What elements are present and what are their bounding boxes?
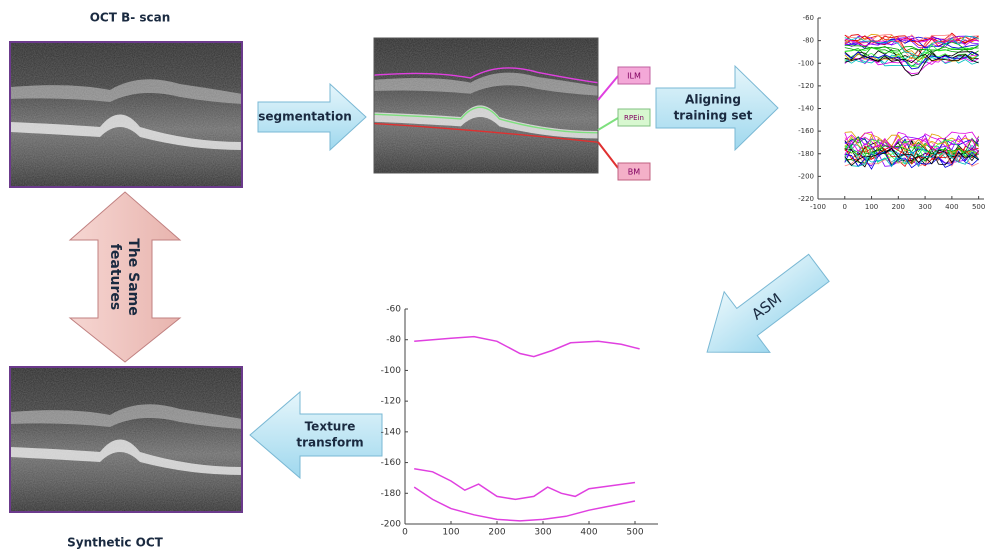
x-tick-label: 200 — [892, 203, 905, 211]
y-tick-label: -220 — [798, 195, 814, 203]
layer-label: BM — [628, 168, 640, 177]
y-tick-label: -160 — [798, 127, 814, 135]
arrow: segmentation — [258, 84, 366, 150]
arrow-label: training set — [674, 109, 753, 123]
oct-image — [10, 367, 242, 512]
y-tick-label: -160 — [381, 458, 402, 468]
x-tick-label: 0 — [402, 528, 408, 538]
y-tick-label: -140 — [798, 105, 814, 113]
x-tick-label: 0 — [843, 203, 847, 211]
title: OCT B- scan — [90, 11, 171, 25]
arrow-label: The Same — [125, 238, 141, 316]
title: Synthetic OCT — [67, 536, 164, 550]
decor-bundles — [845, 33, 979, 169]
arrow: Aligning training set — [656, 66, 778, 150]
arrow-label: transform — [296, 436, 363, 450]
x-tick-label: 100 — [865, 203, 878, 211]
x-tick-label: 400 — [945, 203, 958, 211]
y-tick-label: -100 — [798, 59, 814, 67]
x-tick-label: 200 — [488, 528, 505, 538]
line — [414, 469, 635, 500]
x-tick-label: 300 — [918, 203, 931, 211]
layer-label: ILM — [627, 72, 641, 81]
y-tick-label: -80 — [386, 335, 401, 345]
oct-image — [10, 42, 242, 187]
arrow: Texture transform — [250, 392, 382, 478]
arrow-label: Texture — [305, 420, 356, 434]
diagram: OCT B- scan segmentation ILM RPEin BM Al… — [0, 0, 987, 551]
x-tick-label: -100 — [810, 203, 826, 211]
y-tick-label: -80 — [803, 37, 814, 45]
y-tick-label: -100 — [381, 366, 402, 376]
x-tick-label: 100 — [442, 528, 459, 538]
y-tick-label: -120 — [798, 82, 814, 90]
y-tick-label: -200 — [381, 520, 402, 530]
y-tick-label: -60 — [803, 14, 814, 22]
connector — [598, 142, 618, 168]
segmented-image — [374, 38, 598, 173]
y-tick-label: -180 — [381, 489, 402, 499]
y-tick-label: -60 — [386, 305, 401, 315]
y-tick-label: -200 — [798, 172, 814, 180]
x-tick-label: 400 — [580, 528, 597, 538]
double-arrow: The Same features — [70, 192, 180, 362]
x-tick-label: 300 — [534, 528, 551, 538]
x-tick-label: 500 — [626, 528, 643, 538]
connector — [598, 118, 618, 130]
line — [414, 487, 635, 521]
layer-label: RPEin — [624, 114, 644, 122]
arrow-label: features — [107, 244, 123, 310]
line — [414, 337, 639, 357]
arrow: ASM — [684, 238, 842, 383]
arrow-label: Aligning — [685, 93, 741, 107]
y-tick-label: -180 — [798, 150, 814, 158]
y-tick-label: -140 — [381, 427, 402, 437]
connector — [598, 76, 618, 100]
x-tick-label: 500 — [972, 203, 985, 211]
arrow-label: segmentation — [258, 110, 352, 124]
y-tick-label: -120 — [381, 397, 402, 407]
